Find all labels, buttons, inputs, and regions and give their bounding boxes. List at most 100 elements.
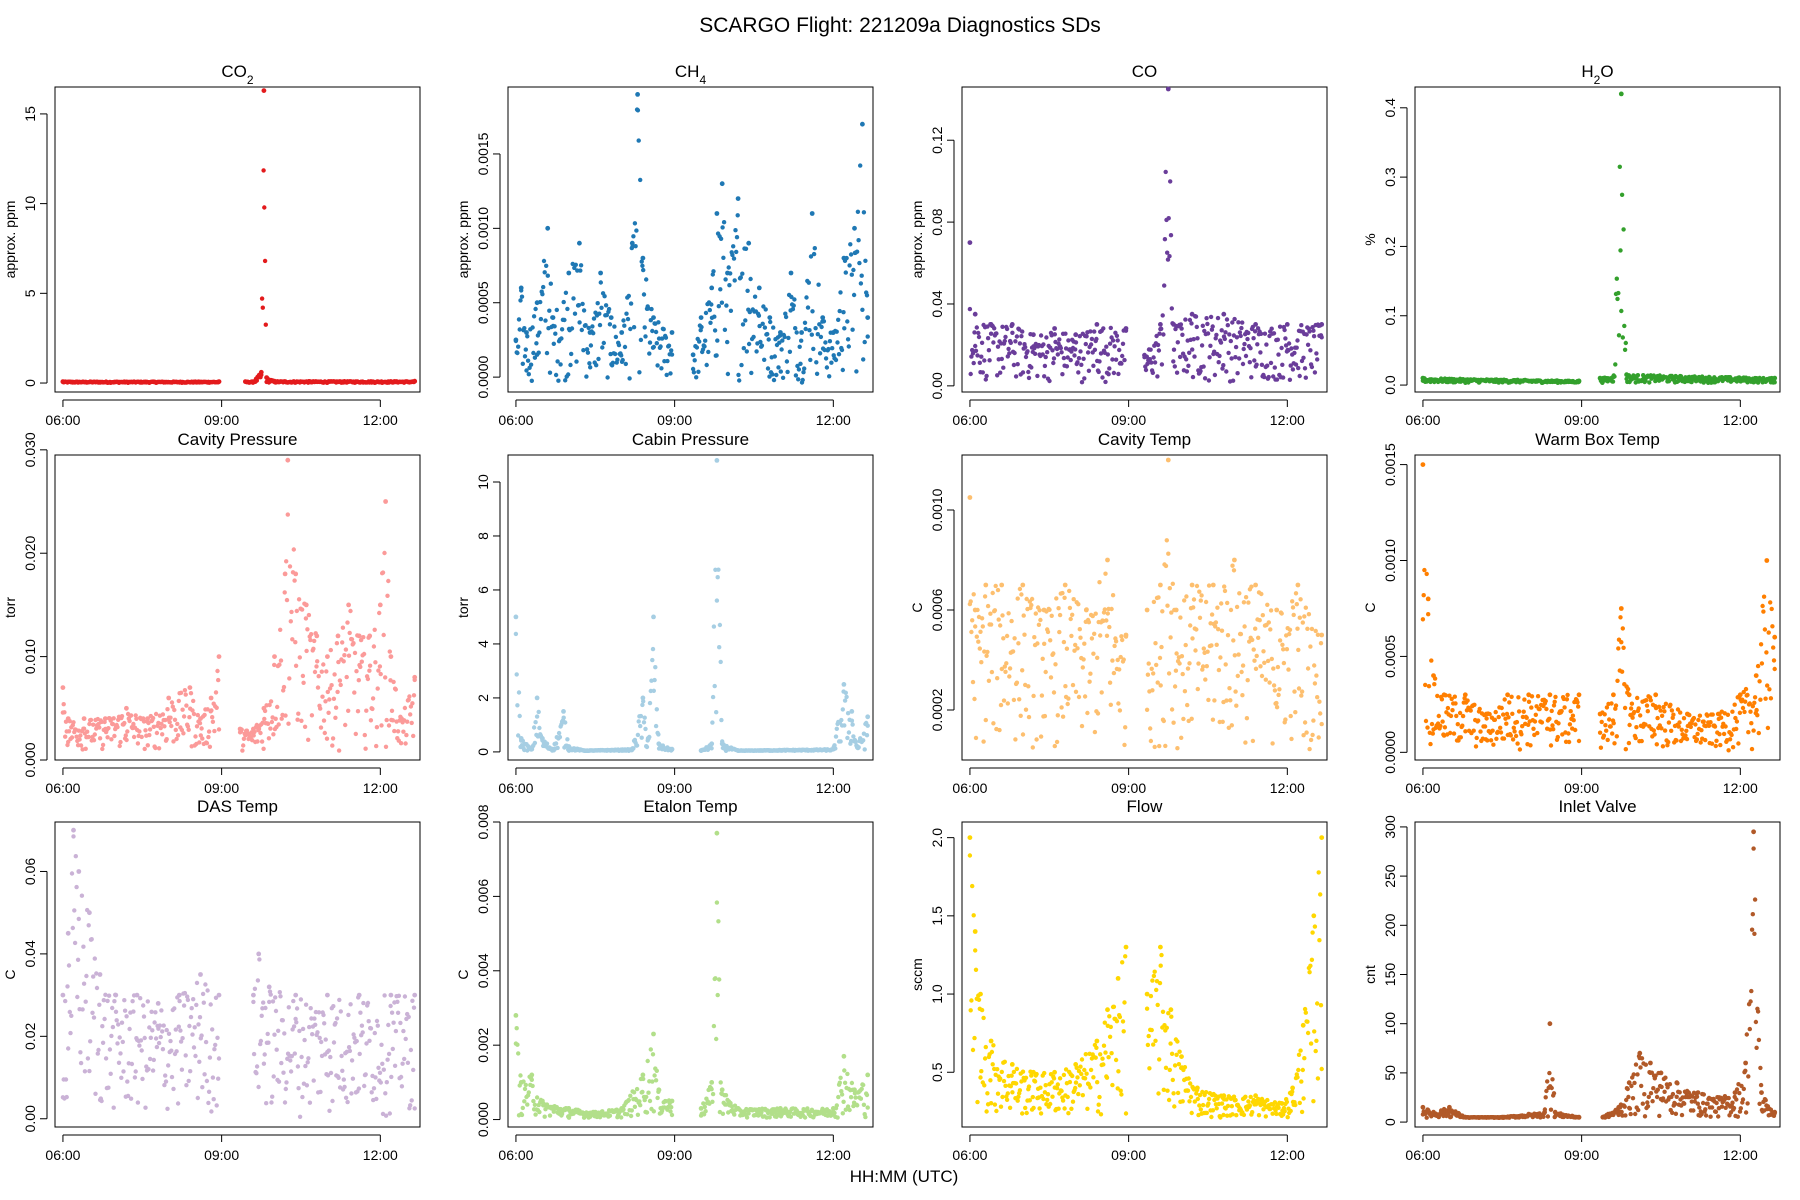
data-point [793,326,798,331]
y-tick-label: 0.1 [1382,306,1398,326]
data-point [312,638,317,644]
data-point [1206,697,1211,703]
data-point [545,225,551,231]
data-point [1576,692,1582,698]
data-point [348,608,353,614]
data-point [197,721,203,726]
data-point [1245,678,1250,683]
data-point [812,246,817,251]
data-point [367,668,372,673]
data-point [352,690,357,695]
data-point [1205,321,1210,327]
data-point [197,740,202,745]
data-point [1613,362,1618,367]
data-point [206,734,211,740]
data-point [1259,362,1265,367]
data-point [1555,734,1561,740]
panel-title: Warm Box Temp [1535,430,1660,449]
data-point [1287,377,1293,382]
data-point [559,327,565,332]
data-point [1179,326,1184,331]
data-point [1103,1050,1108,1055]
data-point [1730,709,1735,714]
data-point [1188,623,1193,628]
data-point [212,1047,217,1052]
data-point [1457,710,1463,716]
data-point [1193,648,1198,653]
data-point [1250,637,1255,643]
data-point [1310,732,1315,738]
data-point [982,594,988,599]
data-point [847,263,852,268]
data-point [1097,359,1102,364]
data-point [319,1039,324,1045]
data-point [383,1113,389,1118]
data-point [651,688,656,693]
data-point [1162,237,1168,242]
data-point [852,225,857,231]
data-point [1078,635,1083,640]
data-point [1526,722,1531,727]
data-point [84,973,89,979]
data-point [1550,723,1555,728]
data-point [375,1023,380,1028]
data-point [270,999,276,1004]
data-point [100,1040,106,1046]
data-point [851,734,856,739]
data-point [531,314,537,319]
data-point [398,741,404,746]
data-point [256,1084,261,1090]
data-point [537,725,542,731]
data-point [1179,654,1185,659]
data-point [97,1002,102,1007]
data-point [1627,722,1632,728]
data-point [975,353,980,358]
data-point [1146,661,1151,666]
data-point [1148,738,1154,744]
x-tick-label: 09:00 [204,780,239,796]
data-point [1455,722,1461,727]
data-point [1249,584,1254,589]
data-point [1304,730,1309,735]
data-point [268,699,274,704]
data-point [1177,661,1182,666]
data-point [651,1031,656,1037]
data-point [782,334,787,340]
data-point [179,727,185,733]
data-point [1052,1069,1057,1075]
data-point [1011,1069,1017,1075]
data-point [255,978,261,983]
data-point [1212,372,1218,378]
data-point [1611,692,1616,698]
data-point [367,663,373,668]
data-point [1165,257,1171,262]
data-point [1105,557,1110,563]
y-tick-label: 0.2 [1382,236,1398,256]
data-point [650,657,655,663]
data-point [859,1086,864,1092]
y-tick-label: 0.5 [929,1062,945,1082]
data-point [1258,664,1263,669]
data-point [972,1035,977,1041]
data-point [714,211,720,216]
data-point [1009,618,1014,624]
data-point [758,339,763,345]
data-point [650,1052,656,1057]
data-point [102,716,108,721]
data-point [1088,342,1094,347]
data-point [282,1031,287,1036]
data-point [1295,338,1300,343]
data-point [1745,692,1750,698]
data-point [1708,720,1713,725]
data-point [1095,655,1100,660]
data-point [1179,735,1184,740]
data-point [707,307,712,313]
data-point [1005,1091,1010,1096]
data-point [804,295,809,300]
data-point [188,1069,193,1074]
data-point [838,290,843,295]
data-point [1531,726,1536,731]
data-point [1202,376,1208,381]
data-point [1067,605,1073,611]
data-point [153,745,158,751]
